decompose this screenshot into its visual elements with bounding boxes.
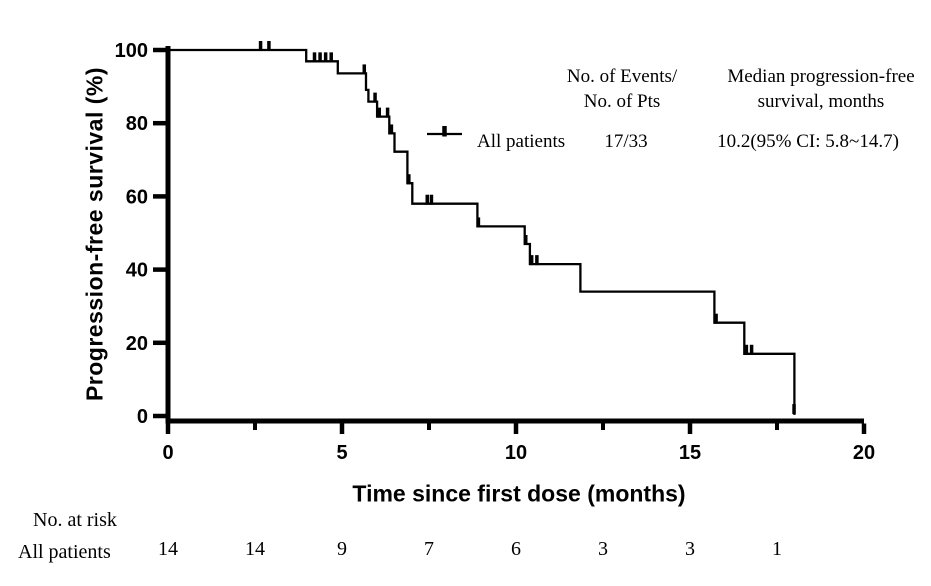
risk-count: 3 xyxy=(685,538,695,560)
y-tick-label: 20 xyxy=(126,333,148,355)
y-tick-label: 40 xyxy=(126,260,148,282)
risk-count: 7 xyxy=(424,538,434,560)
legend-series-label: All patients xyxy=(477,131,566,152)
x-tick-label: 0 xyxy=(162,442,173,464)
legend-events-header: No. of Events/ No. of Pts xyxy=(567,64,677,114)
legend-median-value: 10.2(95% CI: 5.8~14.7) xyxy=(717,131,899,152)
legend-events-value: 17/33 xyxy=(604,131,648,152)
risk-count: 9 xyxy=(337,538,347,560)
risk-count: 6 xyxy=(511,538,521,560)
risk-count: 3 xyxy=(598,538,608,560)
legend-events-header-line1: No. of Events/ xyxy=(566,66,678,87)
legend-median-header: Median progression-free survival, months xyxy=(727,64,914,114)
legend-events-header-line2: No. of Pts xyxy=(583,91,661,112)
y-tick-label: 100 xyxy=(115,40,148,62)
survival-curve xyxy=(168,48,796,415)
x-axis-title: Time since first dose (months) xyxy=(352,480,686,507)
legend-median-header-line2: survival, months xyxy=(757,91,885,112)
legend-median-header-line1: Median progression-free xyxy=(727,66,915,87)
x-tick-label: 20 xyxy=(853,442,875,464)
risk-count: 14 xyxy=(245,538,265,560)
y-axis-title: Progression-free survival (%) xyxy=(81,66,108,402)
x-tick-label: 5 xyxy=(336,442,347,464)
y-tick-label: 0 xyxy=(137,406,148,428)
risk-count: 14 xyxy=(158,538,178,560)
risk-table-title: No. at risk xyxy=(33,509,117,531)
x-tick-label: 10 xyxy=(505,442,527,464)
y-tick-label: 80 xyxy=(126,113,148,135)
x-tick-label: 15 xyxy=(679,442,701,464)
risk-table-row-label: All patients xyxy=(18,541,111,563)
risk-count: 1 xyxy=(772,538,782,560)
y-tick-label: 60 xyxy=(126,186,148,208)
